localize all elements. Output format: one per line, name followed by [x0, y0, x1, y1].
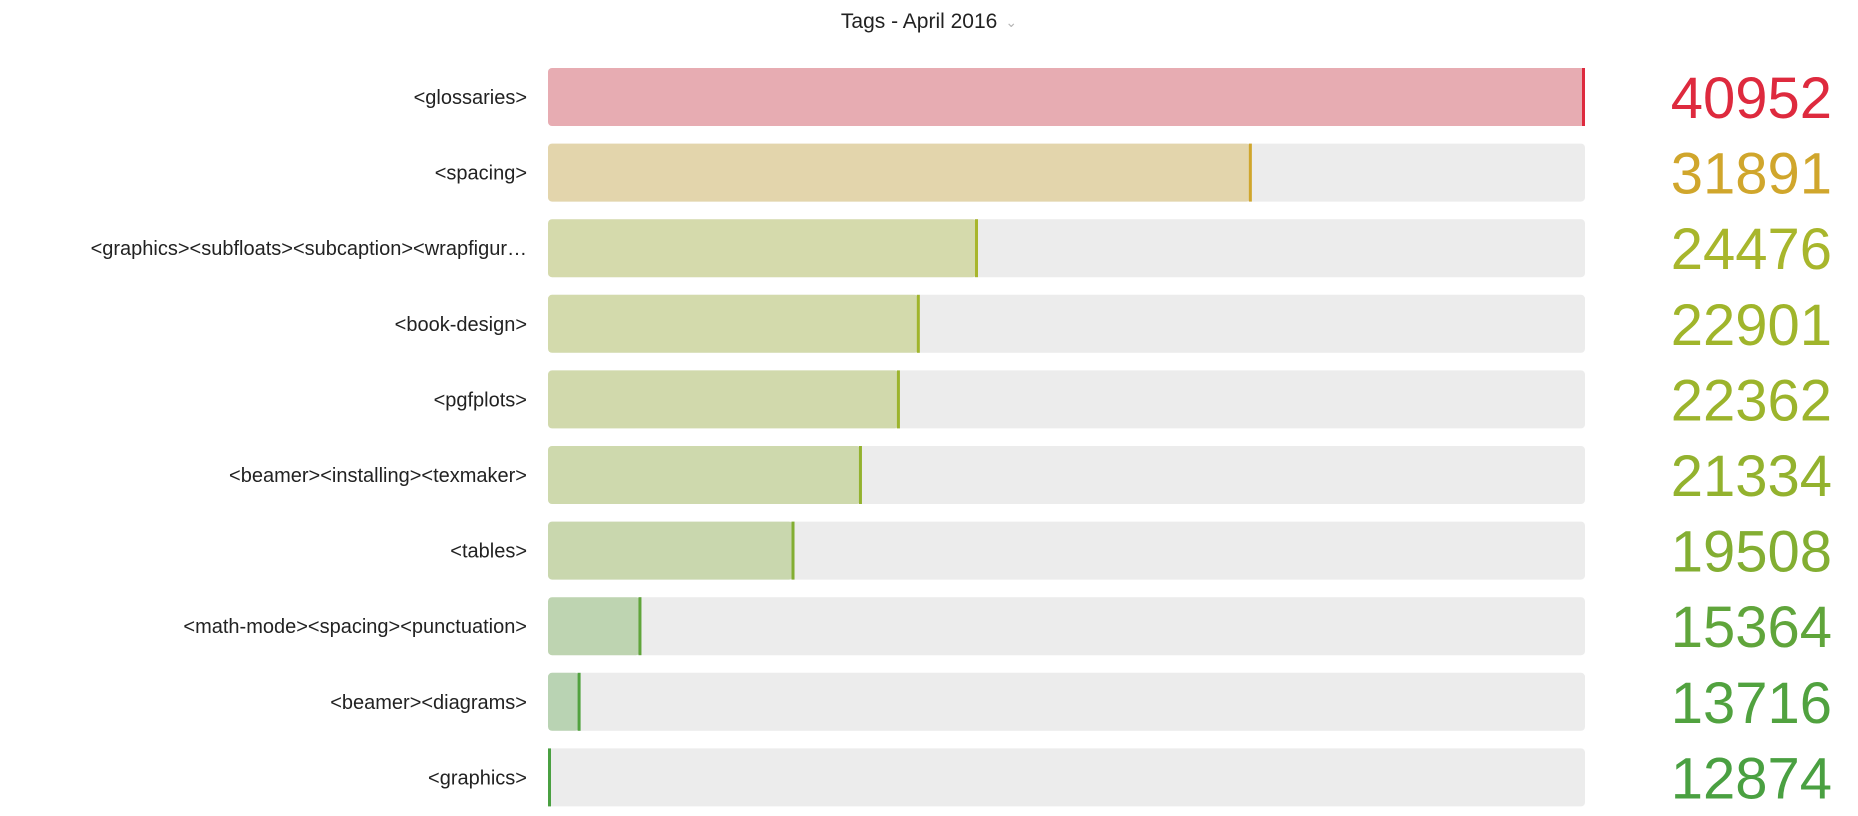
value-label: 40952: [1671, 66, 1832, 131]
category-label: <beamer><diagrams>: [330, 692, 527, 714]
bar-track: [548, 294, 1585, 353]
value-label: 24476: [1671, 217, 1832, 282]
value-label: 31891: [1671, 142, 1832, 207]
bar-fill[interactable]: [548, 672, 580, 731]
bar-marker: [638, 597, 642, 656]
bar-fill[interactable]: [548, 446, 861, 504]
category-label: <graphics><subfloats><subcaption><wrapfi…: [91, 238, 527, 260]
value-label: 15364: [1671, 595, 1832, 660]
bar-fill[interactable]: [548, 219, 977, 278]
bar-marker: [916, 294, 920, 353]
category-label: <math-mode><spacing><punctuation>: [183, 616, 527, 638]
bar-fill[interactable]: [548, 521, 794, 580]
bar-track: [548, 446, 1585, 504]
value-label: 12874: [1671, 746, 1832, 811]
bar-track: [548, 370, 1585, 429]
category-label: <glossaries>: [414, 87, 527, 109]
bar-marker: [548, 748, 551, 807]
value-label: 22362: [1671, 368, 1832, 433]
bar-track: [548, 68, 1585, 126]
bar-track: [548, 143, 1585, 202]
category-label: <pgfplots>: [434, 389, 527, 411]
bar-track: [548, 748, 1585, 807]
value-label: 13716: [1671, 671, 1832, 736]
bar-marker: [1248, 143, 1252, 202]
category-label: <spacing>: [435, 163, 527, 185]
bar-marker: [1582, 68, 1585, 126]
category-label: <beamer><installing><texmaker>: [229, 465, 527, 487]
category-label: <tables>: [450, 541, 527, 563]
bar-fill[interactable]: [548, 143, 1251, 202]
chart-title[interactable]: Tags - April 2016 ⌄: [0, 10, 1858, 34]
bar-track: [548, 521, 1585, 580]
value-label: 21334: [1671, 444, 1832, 509]
category-label: <graphics>: [428, 767, 527, 789]
bar-track: [548, 597, 1585, 656]
bar-marker: [974, 219, 978, 278]
bar-fill[interactable]: [548, 597, 640, 656]
chevron-down-icon: ⌄: [1005, 13, 1018, 30]
chart-title-text: Tags - April 2016: [840, 10, 998, 33]
value-label: 22901: [1671, 293, 1832, 358]
bar-marker: [791, 521, 795, 580]
bar-marker: [896, 370, 900, 429]
bar-fill[interactable]: [548, 68, 1585, 126]
category-label: <book-design>: [395, 314, 527, 336]
bar-marker: [858, 446, 862, 504]
bar-fill[interactable]: [548, 370, 899, 429]
bar-marker: [577, 672, 581, 731]
bar-fill[interactable]: [548, 294, 919, 353]
bar-track: [548, 672, 1585, 731]
value-label: 19508: [1671, 520, 1832, 585]
bar-track: [548, 219, 1585, 278]
